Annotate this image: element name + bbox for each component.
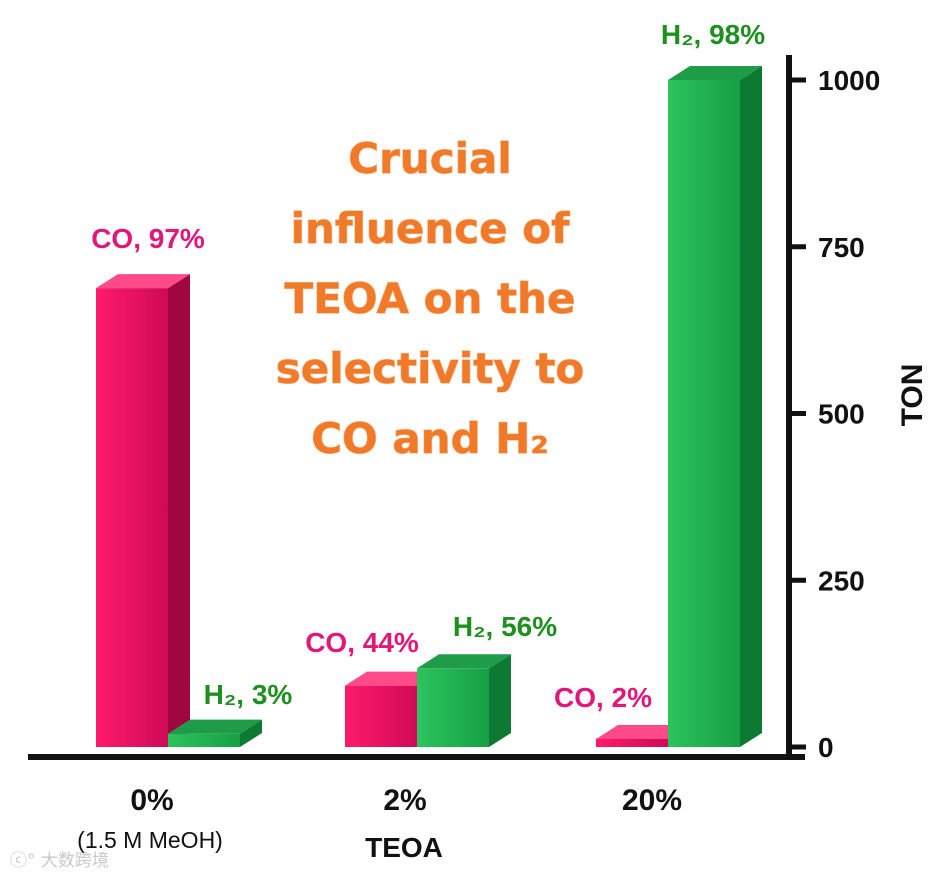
watermark-logo-icon: ⓒ° — [10, 851, 36, 871]
category-label-1: 2% — [383, 784, 426, 817]
y-ticks-group: 0 250 500 750 1000 — [789, 65, 880, 763]
annotation-line-2: TEOA on the — [285, 274, 576, 323]
x-axis-title: TEOA — [365, 832, 443, 863]
bar-front-co-2 — [596, 738, 668, 747]
bar-top-co-1 — [345, 671, 439, 686]
bar-side-h2-0 — [240, 719, 262, 747]
annotation-line-4: CO and H₂ — [311, 414, 549, 463]
bar-label-h2-2: H₂, 98% — [661, 19, 765, 50]
bar-front-co-0 — [96, 288, 168, 747]
bar-top-h2-2 — [668, 66, 762, 80]
category-label-0: 0% — [130, 784, 173, 817]
annotation-line-1: influence of — [291, 204, 571, 253]
bar-h2-1 — [417, 654, 511, 747]
bar-side-h2-2 — [740, 66, 762, 747]
bar-label-co-2: CO, 2% — [554, 682, 652, 713]
category-sublabel-0: (1.5 M MeOH) — [77, 827, 223, 853]
y-tick-label-3: 750 — [818, 232, 865, 263]
bar-top-co-2 — [596, 724, 690, 739]
y-tick-label-0: 0 — [818, 732, 834, 763]
annotation-text: Crucial influence of TEOA on the selectivit… — [275, 133, 585, 463]
y-axis-title: TON — [896, 364, 929, 427]
bar-co-0 — [96, 274, 190, 747]
bar-top-h2-0 — [168, 719, 262, 734]
y-tick-label-2: 500 — [818, 399, 865, 430]
annotation-line-3: selectivity to — [276, 344, 585, 393]
bar-label-co-0: CO, 97% — [91, 223, 205, 254]
bar-front-co-1 — [345, 685, 417, 747]
bar-side-co-0 — [168, 274, 190, 747]
bars-group — [96, 66, 762, 747]
bar-label-h2-1: H₂, 56% — [453, 611, 557, 642]
y-tick-label-4: 1000 — [818, 65, 880, 96]
watermark-text: 大数跨境 — [41, 851, 109, 871]
bar-label-co-1: CO, 44% — [305, 627, 419, 658]
bar-front-h2-1 — [417, 668, 489, 747]
bar-top-co-0 — [96, 274, 190, 289]
annotation-line-0: Crucial — [348, 134, 511, 183]
y-tick-label-1: 250 — [818, 565, 865, 596]
bar-label-h2-0: H₂, 3% — [204, 679, 293, 710]
category-label-2: 20% — [622, 784, 682, 817]
bar-h2-2 — [668, 66, 762, 747]
bar-top-h2-1 — [417, 654, 511, 669]
bar-side-h2-1 — [489, 654, 511, 747]
bar-h2-0 — [168, 719, 262, 747]
bar-labels-group: CO, 97% H₂, 3% CO, 44% H₂, 56% CO, 2% H₂, 98% — [91, 19, 765, 713]
watermark: ⓒ° 大数跨境 — [10, 851, 109, 871]
bar-front-h2-0 — [168, 733, 240, 747]
bar-front-h2-2 — [668, 80, 740, 747]
